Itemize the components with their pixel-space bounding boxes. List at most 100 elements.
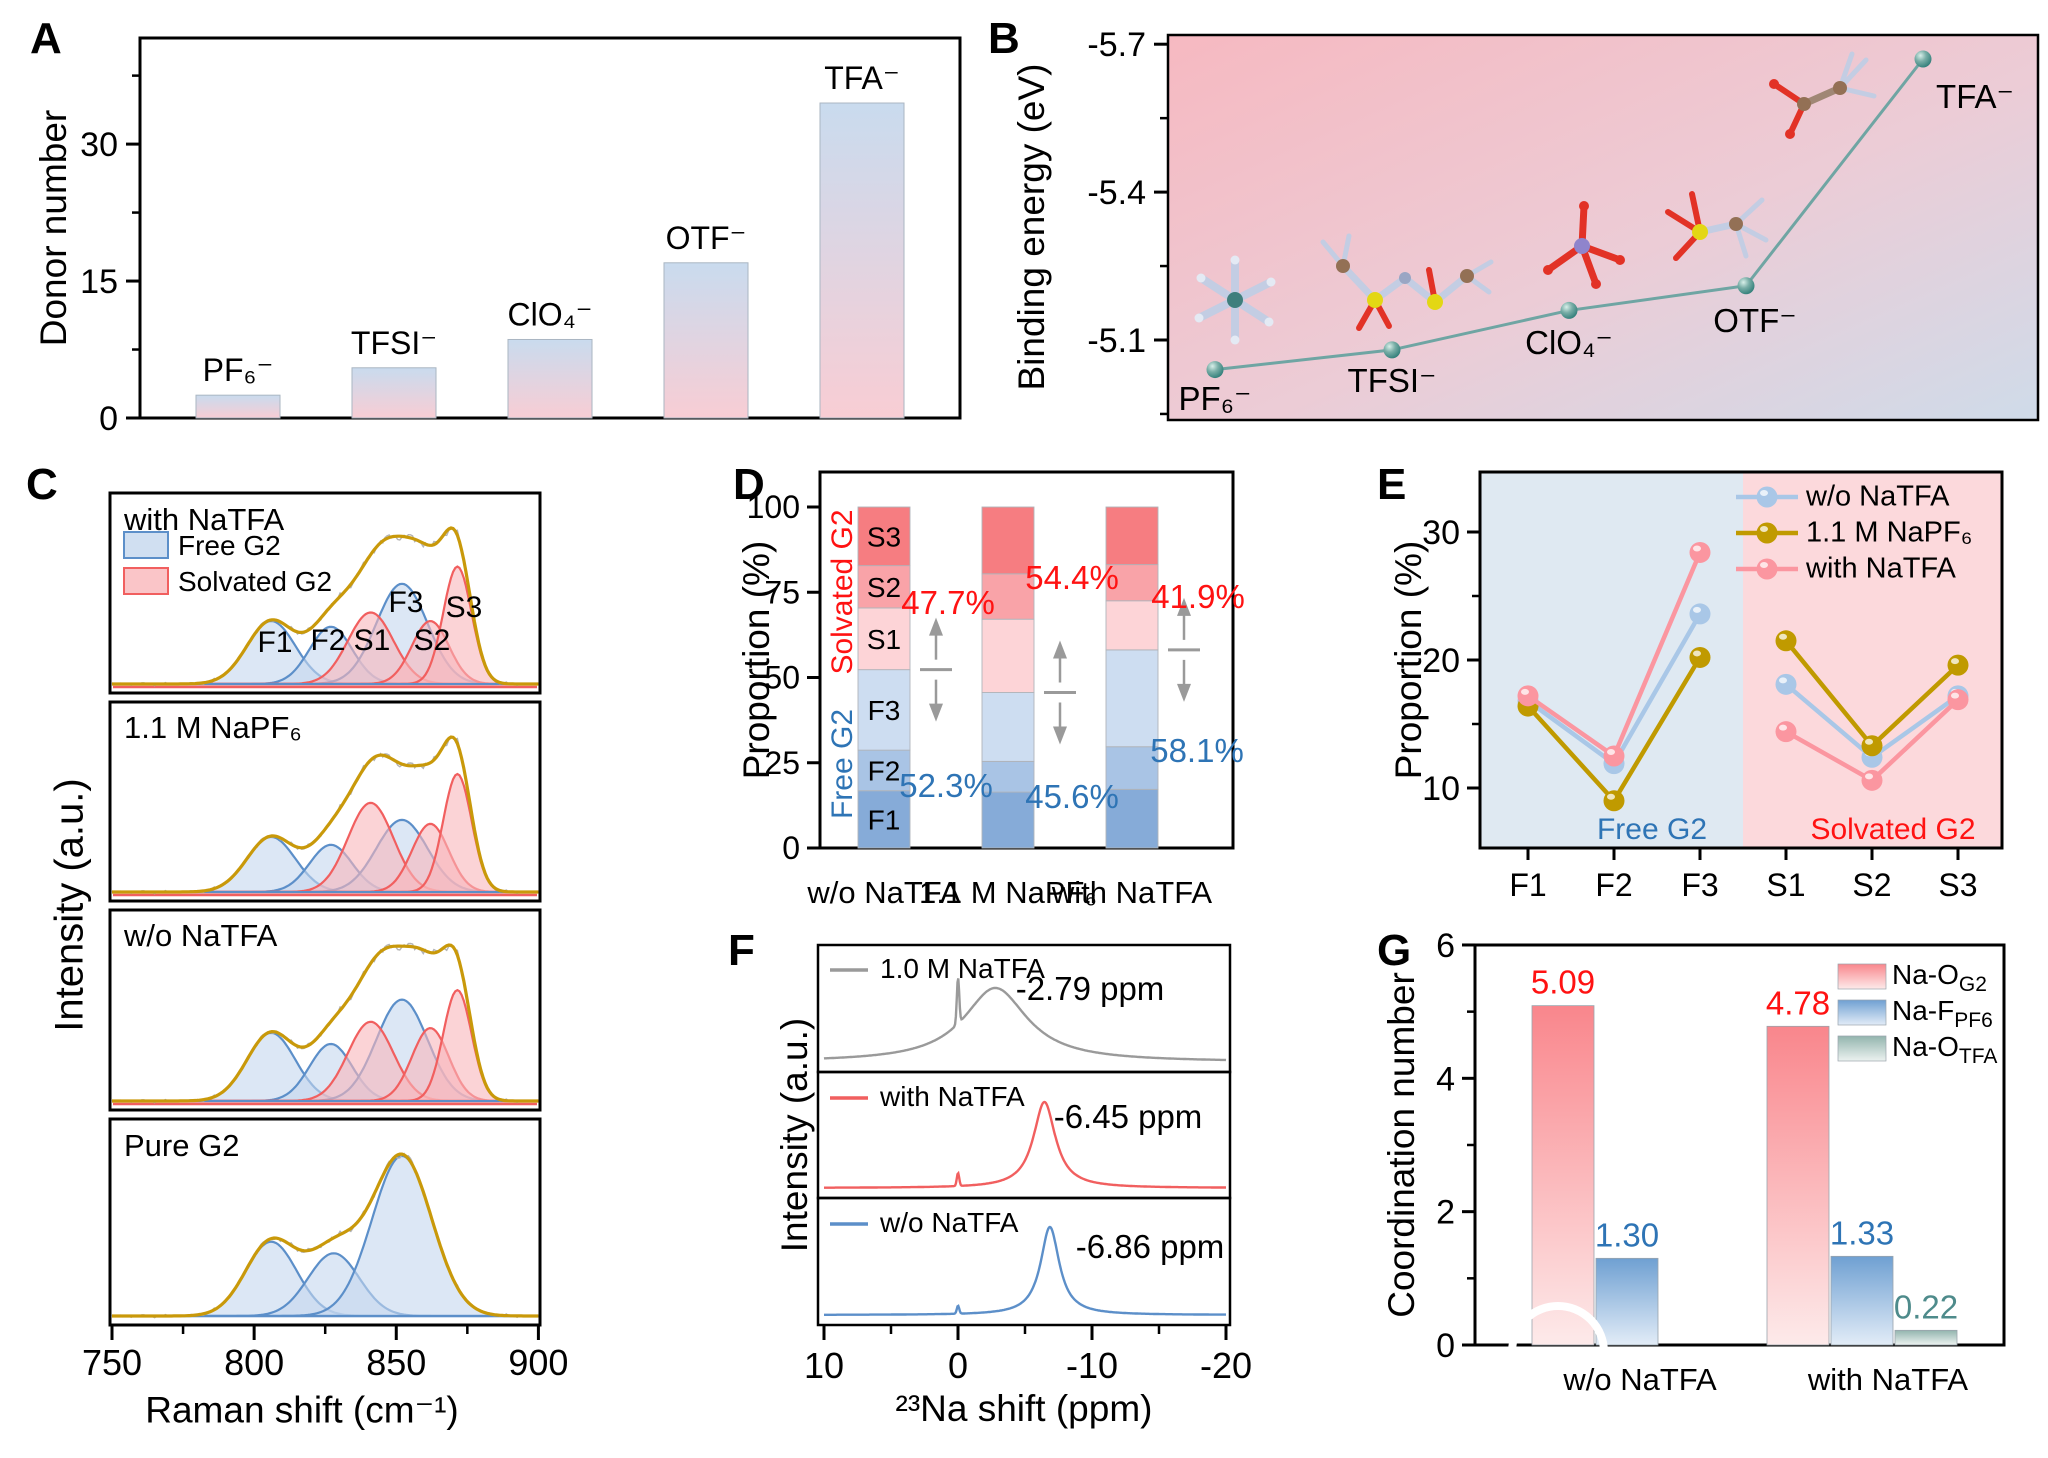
d-bar-segment [1105,564,1159,602]
e-data-point [1603,745,1625,767]
c-peak-label: F2 [310,624,345,657]
f-y-axis-label: Intensity (a.u.) [774,1017,815,1253]
e-y-tick-label: 20 [1422,642,1460,680]
atom [1427,294,1443,310]
b-point-label: OTF⁻ [1713,302,1796,339]
f-legend-with-natfa: with NaTFA [880,1081,1025,1112]
a-bar-label: ClO₄⁻ [507,296,592,332]
g-y-axis-label: Coordination number [1381,972,1422,1318]
g-legend-na-f-pf6: Na-FPF6 [1892,995,1993,1033]
c-subpanel-frame [108,908,542,1112]
a-bar [195,394,281,419]
atom [1833,81,1847,95]
e-data-point-highlight [1779,633,1787,640]
c-peak-label: F3 [388,586,423,619]
g-legend-swatch [1837,999,1887,1026]
e-data-point [1756,558,1778,580]
a-y-axis-label: Donor number [33,109,74,347]
d-solvated-pct-3: 41.9% [1151,578,1245,615]
d-bar-segment [981,506,1035,575]
g-category-2: with NaTFA [1807,1362,1969,1397]
b-y-axis-label: Binding energy (eV) [1011,63,1052,391]
a-y-tick-label: 0 [99,400,118,438]
g-bar [1894,1329,1958,1346]
d-y-tick-label: 75 [764,574,800,610]
d-arrow-up-head [929,617,943,636]
e-data-point-highlight [1607,749,1615,755]
c-title-wo-natfa: w/o NaTFA [124,918,278,953]
b-data-point [1206,361,1224,379]
f-x-tick-label: -10 [1066,1345,1118,1386]
d-category-2: 1.1 M NaPF₆ [919,875,1097,910]
e-data-point [1756,522,1778,544]
e-x-tick-label: F1 [1509,867,1546,903]
d-free-pct-3: 58.1% [1150,732,1244,769]
b-data-point [1383,341,1401,359]
d-solvated-pct-2: 54.4% [1025,559,1119,596]
atom [1227,292,1243,308]
f-legend-natfa: 1.0 M NaTFA [880,953,1045,984]
atom [1579,201,1589,211]
e-x-tick-label: S2 [1852,867,1891,903]
b-y-tick-label: -5.7 [1087,26,1146,64]
f-trace [824,1100,1226,1189]
e-region-solvated: Solvated G2 [1810,813,1976,846]
e-legend-napf6: 1.1 M NaPF₆ [1806,516,1973,549]
c-x-tick-label: 900 [508,1342,568,1383]
d-side-label-solvated: Solvated G2 [826,509,859,675]
atom [1543,265,1553,275]
g-legend-swatch [1837,963,1887,990]
d-segment-label: S2 [867,572,901,603]
d-bar-segment [1105,649,1159,748]
c-x-tick-label: 750 [82,1342,142,1383]
d-arrow-down-head [1053,726,1067,745]
f-trace [824,1225,1226,1316]
d-bar-segment [1105,788,1159,849]
e-x-tick-label: S1 [1766,867,1805,903]
b-data-point [1737,277,1755,295]
atom [1194,313,1204,323]
g-category-1: w/o NaTFA [1563,1362,1717,1397]
d-y-tick-label: 25 [764,745,800,781]
f-x-tick-label: -20 [1200,1345,1252,1386]
c-x-axis-label: Raman shift (cm⁻¹) [145,1389,459,1431]
watermark-streak [1508,1355,2000,1386]
d-bar-segment [981,618,1035,693]
c-y-axis-label: Intensity (a.u.) [47,778,92,1032]
d-bar-segment [981,573,1035,620]
d-bar-segment [1105,600,1159,651]
b-data-point [1914,50,1932,68]
f-x-tick-label: 0 [948,1345,968,1386]
e-legend-wo-natfa: w/o NaTFA [1806,480,1950,513]
b-data-point [1560,301,1578,319]
e-data-point [1517,685,1539,707]
c-legend-swatch-solvated [123,567,169,595]
f-x-tick-label: 10 [804,1345,844,1386]
e-data-point [1689,541,1711,563]
atom [1615,255,1625,265]
atom [1230,255,1240,265]
atom [1230,335,1240,345]
atom [1264,317,1274,327]
panel-letter-c: C [26,460,58,509]
c-legend-solvated-g2: Solvated G2 [178,566,333,597]
d-bar-segment [857,506,911,567]
g-legend-na-o-tfa-main: Na-O [1892,1031,1959,1062]
e-data-point-highlight [1865,738,1873,745]
atom [1797,97,1811,111]
g-legend-na-o-g2: Na-OG2 [1892,959,1987,997]
e-y-tick-label: 30 [1422,514,1460,552]
a-bar [663,262,749,419]
panel-letter-e: E [1377,460,1407,509]
c-x-tick-label: 850 [366,1342,426,1383]
d-y-tick-label: 50 [764,660,800,696]
e-data-point-highlight [1693,606,1701,613]
g-bar [1830,1255,1894,1346]
atom [1399,272,1411,284]
atom [1336,259,1350,273]
c-peak-label: S2 [414,624,451,657]
c-x-tick-label: 800 [224,1342,284,1383]
g-legend-na-o-tfa-sub: TFA [1958,1045,1998,1068]
